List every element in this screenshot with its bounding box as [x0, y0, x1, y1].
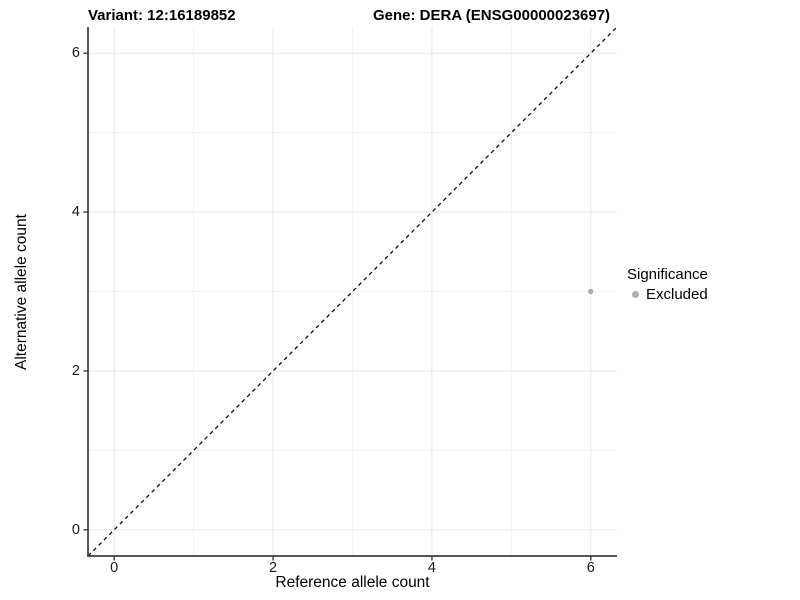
- legend: Significance Excluded: [627, 266, 708, 303]
- legend-item-label: Excluded: [646, 286, 708, 303]
- plot-title-gene: Gene: DERA (ENSG00000023697): [373, 7, 611, 24]
- legend-items: Excluded: [627, 286, 708, 303]
- data-point: [588, 288, 594, 295]
- y-tick-label: 6: [71, 45, 80, 62]
- x-tick-label: 4: [427, 560, 436, 576]
- x-axis-title: Reference allele count: [275, 574, 430, 591]
- legend-key-dot-icon: [632, 291, 639, 298]
- legend-item: Excluded: [627, 286, 708, 303]
- x-tick-label: 6: [586, 560, 595, 576]
- y-tick-label: 0: [71, 521, 80, 538]
- y-axis-title: Alternative allele count: [13, 214, 30, 370]
- x-tick-label: 0: [110, 560, 119, 576]
- y-tick-label: 4: [71, 204, 80, 221]
- x-tick-label: 2: [269, 560, 278, 576]
- plot-title-variant: Variant: 12:16189852: [88, 7, 236, 24]
- y-tick-label: 2: [71, 362, 80, 379]
- legend-title: Significance: [627, 266, 708, 283]
- identity-reference-line: [87, 26, 618, 557]
